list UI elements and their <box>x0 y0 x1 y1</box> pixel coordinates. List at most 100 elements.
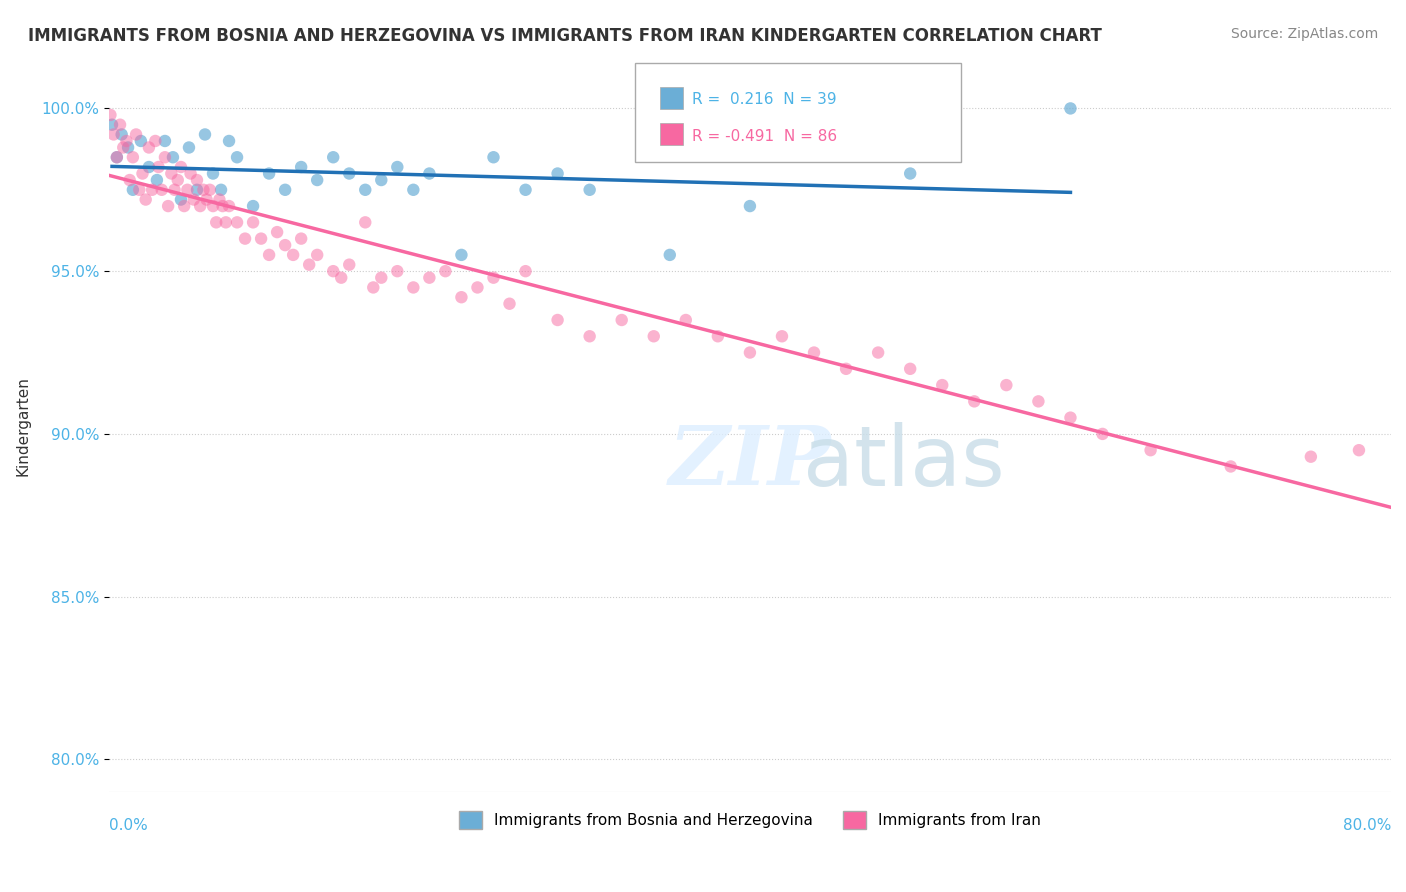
Point <box>117 140 139 154</box>
Point <box>307 248 329 262</box>
Point <box>202 167 225 181</box>
Point <box>115 134 138 148</box>
Point <box>135 193 157 207</box>
Point <box>738 199 761 213</box>
Point <box>233 232 256 246</box>
Point <box>122 183 145 197</box>
Point <box>198 183 221 197</box>
Point <box>868 345 890 359</box>
Point <box>122 150 145 164</box>
Text: Source: ZipAtlas.com: Source: ZipAtlas.com <box>1230 27 1378 41</box>
Point <box>434 264 457 278</box>
Point <box>547 313 569 327</box>
Point <box>675 313 697 327</box>
Point <box>337 258 360 272</box>
Point <box>610 313 633 327</box>
Point <box>208 193 231 207</box>
Point <box>418 167 440 181</box>
Point <box>298 258 321 272</box>
Point <box>361 280 384 294</box>
Point <box>105 150 128 164</box>
Point <box>183 193 205 207</box>
Point <box>163 183 186 197</box>
Point <box>257 248 280 262</box>
Point <box>148 160 170 174</box>
Point <box>176 183 198 197</box>
Point <box>274 238 297 252</box>
Point <box>931 378 953 392</box>
Point <box>250 232 273 246</box>
Point <box>105 150 128 164</box>
Point <box>211 199 233 213</box>
Legend: Immigrants from Bosnia and Herzegovina, Immigrants from Iran: Immigrants from Bosnia and Herzegovina, … <box>453 805 1047 836</box>
Point <box>125 128 148 142</box>
Point <box>322 264 344 278</box>
Text: R = -0.491  N = 86: R = -0.491 N = 86 <box>692 129 838 144</box>
Point <box>128 183 150 197</box>
Point <box>387 264 409 278</box>
Point <box>218 199 240 213</box>
Point <box>1059 410 1081 425</box>
Point <box>738 345 761 359</box>
Text: ZIP: ZIP <box>669 423 831 502</box>
Point <box>274 183 297 197</box>
Point <box>146 173 169 187</box>
Text: 0.0%: 0.0% <box>108 818 148 833</box>
Point <box>322 150 344 164</box>
Point <box>186 173 208 187</box>
Point <box>307 173 329 187</box>
FancyBboxPatch shape <box>634 63 962 162</box>
Point <box>995 378 1018 392</box>
Point <box>482 270 505 285</box>
Point <box>170 193 193 207</box>
Point <box>205 215 228 229</box>
Point <box>898 167 921 181</box>
Point <box>450 290 472 304</box>
Point <box>257 167 280 181</box>
Point <box>180 167 202 181</box>
Point <box>111 128 134 142</box>
Point <box>643 329 665 343</box>
Point <box>354 183 377 197</box>
Point <box>1348 443 1371 458</box>
Text: IMMIGRANTS FROM BOSNIA AND HERZEGOVINA VS IMMIGRANTS FROM IRAN KINDERGARTEN CORR: IMMIGRANTS FROM BOSNIA AND HERZEGOVINA V… <box>28 27 1102 45</box>
Point <box>770 329 793 343</box>
Point <box>658 248 681 262</box>
Point <box>281 248 304 262</box>
Point <box>195 193 218 207</box>
Point <box>143 134 166 148</box>
Point <box>153 134 176 148</box>
Point <box>578 183 600 197</box>
Point <box>108 118 131 132</box>
Point <box>1091 426 1114 441</box>
Point <box>498 296 520 310</box>
Point <box>112 140 135 154</box>
Point <box>337 167 360 181</box>
Point <box>547 167 569 181</box>
Point <box>450 248 472 262</box>
Point <box>370 270 392 285</box>
Point <box>218 134 240 148</box>
Point <box>162 150 184 164</box>
Bar <box>661 123 683 145</box>
Point <box>186 183 208 197</box>
Point <box>118 173 141 187</box>
Point <box>290 160 312 174</box>
Point <box>515 183 537 197</box>
Point <box>138 160 160 174</box>
Point <box>1059 102 1081 116</box>
Point <box>188 199 211 213</box>
Point <box>129 134 152 148</box>
Point <box>194 128 217 142</box>
Point <box>160 167 183 181</box>
Point <box>215 215 238 229</box>
Text: 80.0%: 80.0% <box>1343 818 1391 833</box>
Point <box>150 183 173 197</box>
Point <box>578 329 600 343</box>
Point <box>482 150 505 164</box>
Point <box>1219 459 1241 474</box>
Point <box>138 140 160 154</box>
Point <box>242 215 264 229</box>
Point <box>402 280 425 294</box>
Point <box>467 280 489 294</box>
